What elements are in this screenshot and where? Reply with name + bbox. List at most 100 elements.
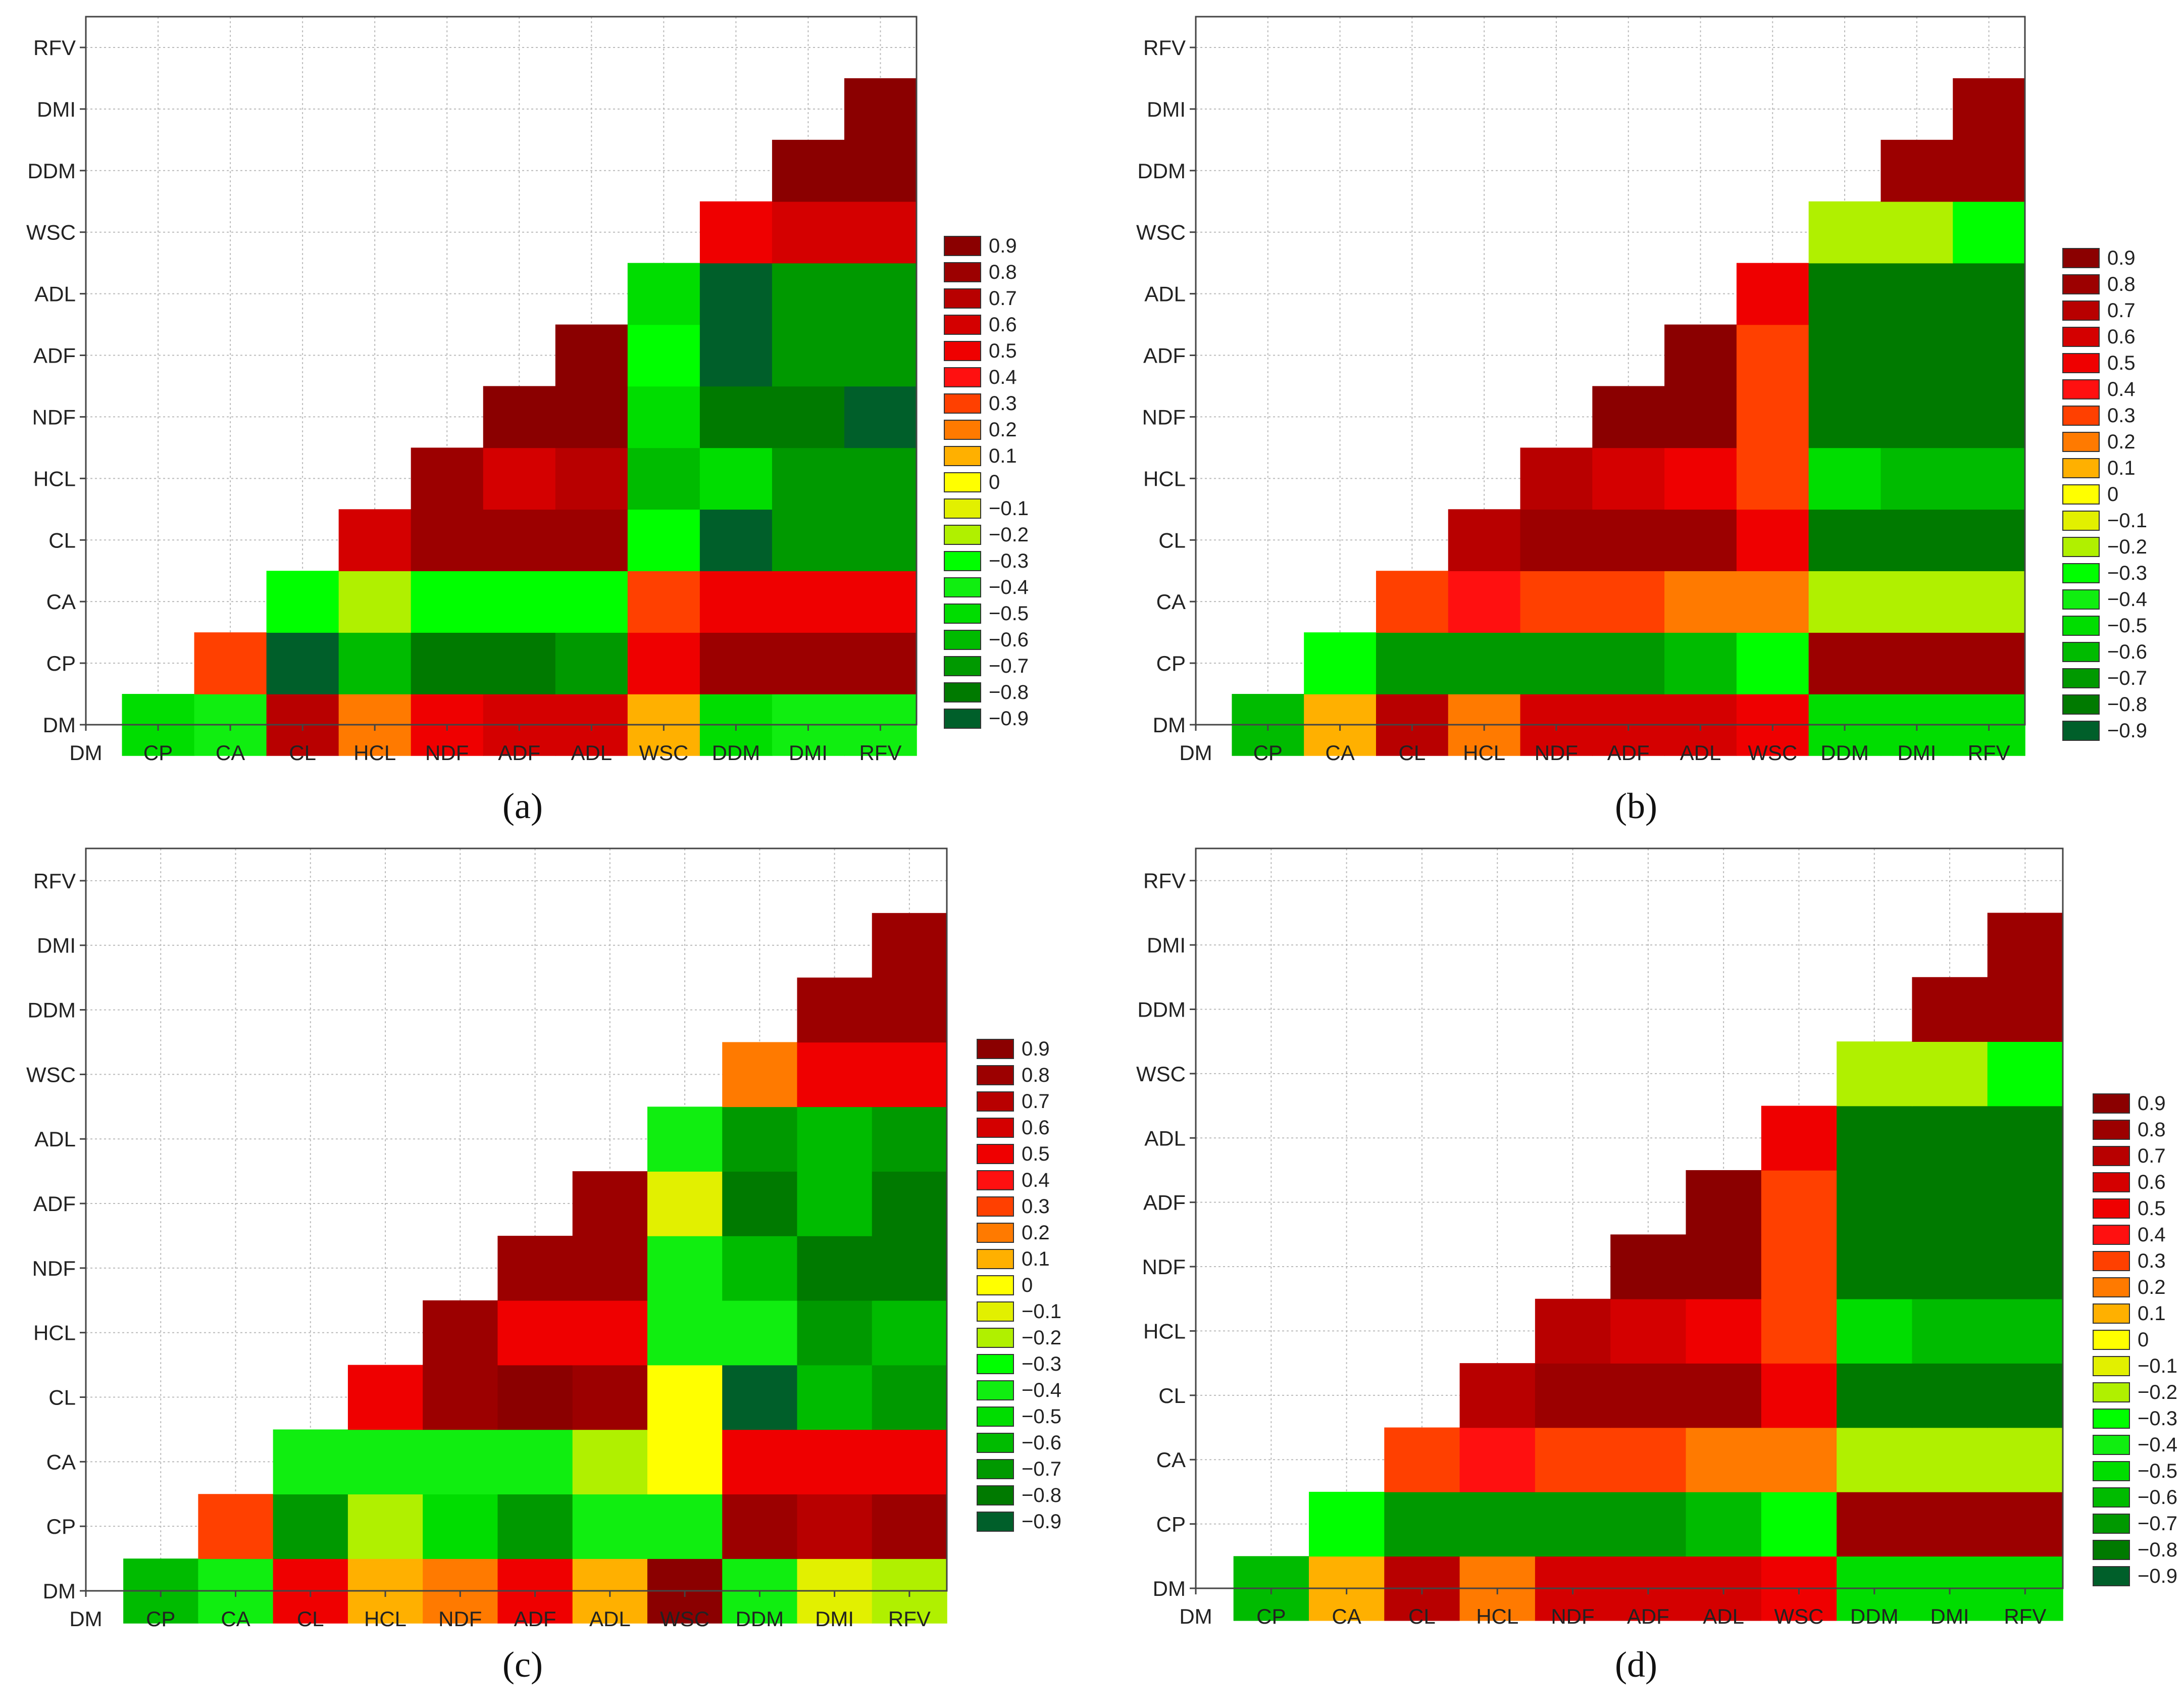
heatmap-cell-cl-dmi xyxy=(1912,1363,1988,1428)
y-tick-label-hcl: HCL xyxy=(33,1321,76,1345)
plot-frame xyxy=(1195,16,2026,726)
legend-label: 0.4 xyxy=(2107,378,2136,400)
heatmap-cell-cp-rfv xyxy=(844,632,917,694)
legend-swatch xyxy=(2062,694,2100,715)
x-tick-label-cl: CL xyxy=(289,741,316,765)
legend-label: 0 xyxy=(2138,1329,2149,1351)
heatmap-cell-adl-wsc xyxy=(627,263,700,325)
y-tick-label-adl: ADL xyxy=(34,1127,76,1151)
x-tick-label-adl: ADL xyxy=(1703,1604,1744,1628)
y-tick-label-ndf: NDF xyxy=(32,1257,76,1280)
x-tick-label-ndf: NDF xyxy=(1551,1604,1594,1628)
heatmap-cell-hcl-adf xyxy=(497,1300,573,1366)
y-tick-label-cp: CP xyxy=(46,651,76,675)
legend-swatch xyxy=(944,341,981,361)
legend-label: 0.5 xyxy=(1022,1143,1050,1165)
legend-swatch xyxy=(2093,1172,2130,1192)
legend-swatch xyxy=(944,604,981,624)
legend-label: −0.5 xyxy=(1022,1405,1061,1428)
legend-label: 0 xyxy=(989,471,1000,493)
legend-swatch xyxy=(2093,1514,2130,1534)
heatmap-cell-adl-ddm xyxy=(722,1107,798,1172)
heatmap-cell-adf-ddm xyxy=(1808,324,1882,387)
heatmap-cell-adf-ddm xyxy=(722,1171,798,1236)
y-tick-label-adf: ADF xyxy=(33,1192,76,1216)
heatmap-cell-cp-adf xyxy=(497,1494,573,1559)
heatmap-cell-cl-rfv xyxy=(1953,509,2025,572)
legend-swatch xyxy=(977,1485,1014,1505)
heatmap-cell-adf-ddm xyxy=(1837,1170,1913,1235)
legend-label: 0.7 xyxy=(989,287,1017,310)
heatmap-cell-cl-rfv xyxy=(844,509,917,572)
heatmap-cell-hcl-dmi xyxy=(772,447,845,510)
legend-label: −0.5 xyxy=(989,602,1029,625)
heatmap-cell-adl-dmi xyxy=(772,263,845,325)
heatmap-cell-ndf-ddm xyxy=(1837,1234,1913,1299)
panel-label-b: (b) xyxy=(1615,786,1657,826)
legend-label: 0.9 xyxy=(2107,247,2136,269)
heatmap-cell-cl-ndf xyxy=(411,509,484,572)
x-tick-label-cp: CP xyxy=(1256,1604,1286,1628)
legend-swatch xyxy=(2062,511,2100,531)
heatmap-cell-ca-dmi xyxy=(1912,1427,1988,1492)
legend-swatch xyxy=(2062,353,2100,373)
heatmap-cell-hcl-rfv xyxy=(1953,447,2025,510)
legend-swatch xyxy=(2062,274,2100,294)
y-tick-label-ndf: NDF xyxy=(1142,1255,1186,1279)
legend-label: 0.9 xyxy=(2138,1092,2166,1115)
y-tick-label-dmi: DMI xyxy=(37,97,76,121)
y-tick-label-ndf: NDF xyxy=(32,405,76,429)
legend-swatch xyxy=(2093,1198,2130,1219)
heatmap-cell-ca-ddm xyxy=(699,571,773,633)
legend-swatch xyxy=(977,1433,1014,1453)
heatmap-cell-ndf-dmi xyxy=(772,386,845,448)
x-tick-label-ndf: NDF xyxy=(425,741,469,765)
heatmap-cell-ca-adl xyxy=(572,1429,648,1495)
legend-label: 0.6 xyxy=(1022,1117,1050,1139)
heatmap-cell-ndf-adl xyxy=(1664,386,1737,448)
legend-label: 0.8 xyxy=(2138,1119,2166,1141)
legend-swatch xyxy=(977,1039,1014,1059)
heatmap-cell-adf-rfv xyxy=(1987,1170,2063,1235)
y-tick-label-ddm: DDM xyxy=(1137,997,1186,1021)
heatmap-cell-adl-ddm xyxy=(699,263,773,325)
legend-label: −0.2 xyxy=(1022,1327,1061,1349)
heatmap-cell-adl-dmi xyxy=(1912,1106,1988,1171)
x-tick-label-ddm: DDM xyxy=(1850,1604,1899,1628)
heatmap-cell-ddm-dmi xyxy=(797,977,873,1043)
y-tick-label-ddm: DDM xyxy=(1137,159,1186,183)
heatmap-cell-cp-wsc xyxy=(1736,632,1809,694)
legend-label: 0.1 xyxy=(2138,1302,2166,1325)
legend-label: 0.8 xyxy=(2107,273,2136,295)
heatmap-cell-cl-hcl xyxy=(1459,1363,1536,1428)
legend-label: −0.7 xyxy=(2138,1513,2177,1535)
legend-label: 0.2 xyxy=(2138,1276,2166,1298)
heatmap-cell-ca-dmi xyxy=(1881,571,1954,633)
heatmap-cell-adf-dmi xyxy=(1912,1170,1988,1235)
panel-label-d: (d) xyxy=(1615,1644,1657,1685)
heatmap-cell-ddm-dmi xyxy=(1912,977,1988,1042)
legend-label: 0.3 xyxy=(2138,1250,2166,1272)
heatmap-cell-cp-dmi xyxy=(1912,1491,1988,1557)
heatmap-cell-hcl-rfv xyxy=(872,1300,947,1366)
heatmap-cell-wsc-ddm xyxy=(699,201,773,264)
x-tick-label-dm: DM xyxy=(69,1607,102,1631)
legend-label: −0.1 xyxy=(989,497,1029,520)
legend-label: 0.2 xyxy=(2107,431,2136,453)
heatmap-cell-adl-wsc xyxy=(1736,263,1809,325)
heatmap-cell-adf-wsc xyxy=(1761,1170,1837,1235)
heatmap-cell-cl-adl xyxy=(1664,509,1737,572)
legend-swatch xyxy=(2062,484,2100,505)
heatmap-cell-ndf-rfv xyxy=(844,386,917,448)
heatmap-cell-cl-wsc xyxy=(1736,509,1809,572)
heatmap-cell-ndf-adf xyxy=(1610,1234,1687,1299)
heatmap-cell-cl-adf xyxy=(497,1365,573,1430)
heatmap-cell-cp-ddm xyxy=(699,632,773,694)
heatmap-cell-ndf-wsc xyxy=(1761,1234,1837,1299)
legend-label: 0.4 xyxy=(989,366,1017,388)
y-tick-label-cl: CL xyxy=(48,528,76,552)
heatmap-cell-adf-adl xyxy=(572,1171,648,1236)
heatmap-cell-hcl-ddm xyxy=(699,447,773,510)
heatmap-cell-ca-wsc xyxy=(1761,1427,1837,1492)
y-tick-label-cl: CL xyxy=(48,1386,76,1410)
